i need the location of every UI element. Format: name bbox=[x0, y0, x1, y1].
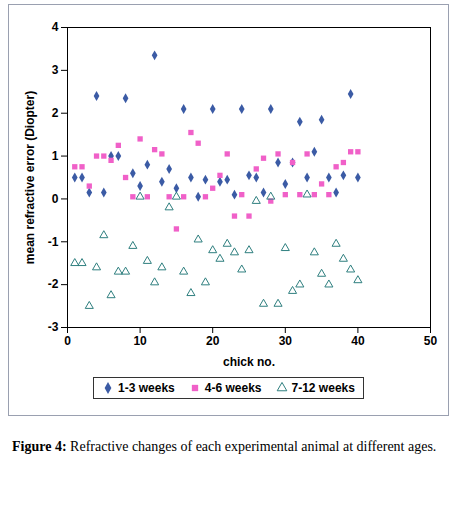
svg-text:4: 4 bbox=[52, 20, 59, 34]
html-text:4-6 weeks: 4-6 weeks bbox=[204, 381, 262, 395]
svg-text:1: 1 bbox=[52, 149, 59, 163]
svg-text:50: 50 bbox=[424, 334, 438, 348]
svg-text:-2: -2 bbox=[48, 277, 59, 291]
svg-text:mean refractive error (Diopter: mean refractive error (Diopter) bbox=[23, 91, 37, 264]
html-text:7-12 weeks: 7-12 weeks bbox=[291, 381, 355, 395]
svg-text:0: 0 bbox=[64, 334, 71, 348]
svg-text:0: 0 bbox=[52, 192, 59, 206]
svg-text:-3: -3 bbox=[48, 320, 59, 334]
svg-text:-1: -1 bbox=[48, 235, 59, 249]
html-text:1-3 weeks: 1-3 weeks bbox=[118, 381, 175, 395]
svg-text:chick no.: chick no. bbox=[223, 355, 275, 369]
svg-text:30: 30 bbox=[279, 334, 293, 348]
svg-text:3: 3 bbox=[52, 63, 59, 77]
svg-text:10: 10 bbox=[133, 334, 147, 348]
svg-text:2: 2 bbox=[52, 106, 59, 120]
svg-text:40: 40 bbox=[351, 334, 365, 348]
html-text:Figure 4: Refractive changes o: Figure 4: Refractive changes of each exp… bbox=[12, 439, 437, 454]
svg-text:20: 20 bbox=[206, 334, 220, 348]
